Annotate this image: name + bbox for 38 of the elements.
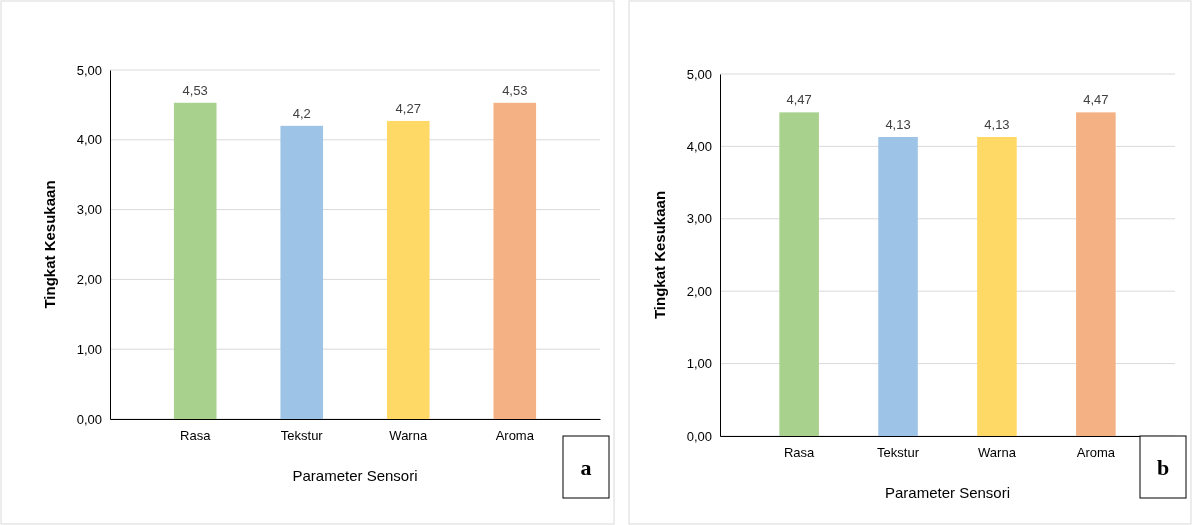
x-tick-label: Aroma	[495, 428, 535, 444]
data-label: 4,2	[292, 105, 311, 121]
x-tick-label: Tekstur	[280, 428, 324, 444]
bar	[493, 102, 537, 419]
x-tick-label: Rasa	[180, 428, 212, 444]
y-tick-label: 4,00	[76, 132, 102, 148]
x-tick-label: Rasa	[783, 445, 816, 461]
data-label: 4,47	[786, 92, 812, 108]
bar	[173, 102, 217, 419]
y-axis-title: Tingkat Kesukaan	[651, 190, 668, 320]
bar	[280, 125, 324, 419]
y-tick-label: 5,00	[76, 62, 102, 78]
data-label: 4,53	[502, 82, 528, 98]
y-tick-label: 1,00	[686, 356, 712, 372]
data-label: 4,13	[885, 116, 911, 132]
y-tick-label: 3,00	[76, 202, 102, 218]
y-tick-label: 4,00	[686, 139, 712, 155]
x-tick-label: Warna	[389, 428, 428, 444]
bar	[386, 120, 430, 419]
x-tick-label: Warna	[978, 445, 1017, 461]
y-tick-label: 0,00	[686, 428, 712, 444]
y-tick-label: 2,00	[686, 283, 712, 299]
data-label: 4,53	[182, 82, 208, 98]
text: b	[1156, 455, 1170, 480]
text: a	[580, 455, 592, 480]
y-tick-label: 2,00	[76, 272, 102, 288]
y-tick-label: 3,00	[686, 211, 712, 227]
x-tick-label: Aroma	[1076, 445, 1116, 461]
data-label: 4,47	[1083, 92, 1109, 108]
x-axis-title: Parameter Sensori	[884, 484, 1011, 501]
y-tick-label: 5,00	[686, 66, 712, 82]
y-axis-title: Tingkat Kesukaan	[41, 180, 58, 309]
y-tick-label: 0,00	[76, 411, 102, 427]
data-label: 4,27	[395, 100, 421, 116]
data-label: 4,13	[984, 116, 1010, 132]
y-tick-label: 1,00	[76, 341, 102, 357]
x-axis-title: Parameter Sensori	[292, 467, 418, 484]
x-tick-label: Tekstur	[877, 445, 920, 461]
